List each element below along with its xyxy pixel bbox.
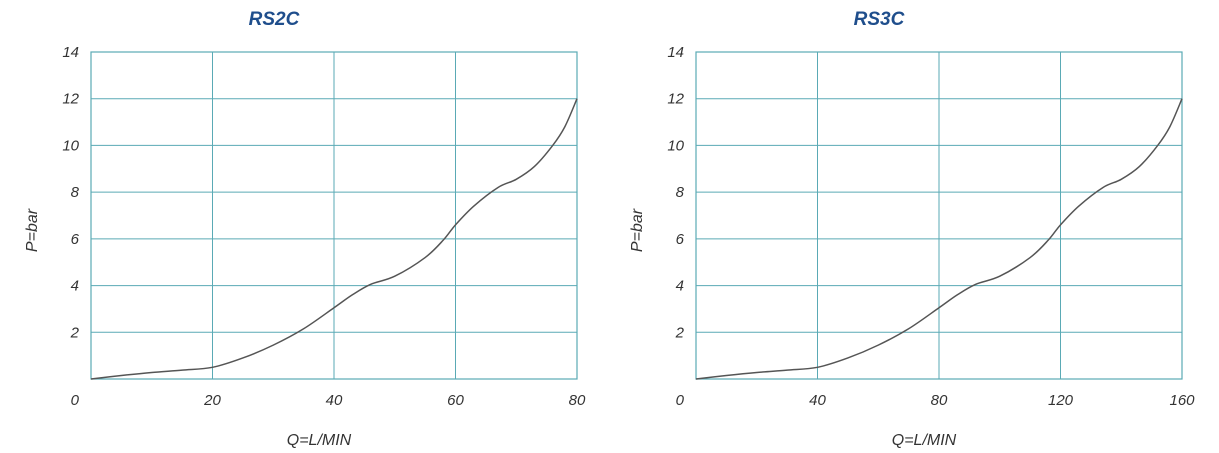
y-tick-label: 10 (62, 137, 79, 154)
y-tick-label: 2 (675, 324, 685, 341)
series-line (90, 98, 578, 380)
y-tick-label: 4 (676, 278, 684, 295)
y-tick-label: 12 (667, 91, 684, 108)
x-tick-label: 40 (326, 392, 343, 409)
y-axis-label: P=bar (24, 208, 41, 252)
y-tick-label: 4 (71, 278, 79, 295)
y-tick-label: 10 (667, 137, 684, 154)
x-tick-label: 20 (203, 392, 221, 409)
series-line (695, 98, 1183, 380)
chart-rs3c: RS3C 2 4 6 8 10 12 14 0 40 80 120 160 Q=L/MIN P=bar (605, 0, 1215, 453)
chart-svg: RS3C 2 4 6 8 10 12 14 0 40 80 120 160 Q=L/MIN P=bar (629, 9, 1195, 449)
y-tick-label: 6 (71, 231, 80, 248)
y-axis-label: P=bar (629, 208, 646, 252)
x-tick-label: 0 (71, 392, 80, 409)
x-axis-label: Q=L/MIN (287, 432, 352, 449)
y-tick-label: 6 (676, 231, 685, 248)
x-tick-label: 80 (569, 392, 586, 409)
chart-rs2c: RS2C 2 4 6 8 10 12 14 0 20 40 60 80 Q=L/MIN P=bar (24, 9, 586, 449)
chart-title: RS3C (854, 9, 905, 30)
chart-title: RS2C (249, 9, 300, 30)
y-tick-label: 14 (667, 44, 684, 61)
x-tick-label: 80 (931, 392, 948, 409)
x-axis-label: Q=L/MIN (892, 432, 957, 449)
y-tick-label: 12 (62, 91, 79, 108)
x-tick-label: 0 (676, 392, 685, 409)
x-tick-label: 160 (1169, 392, 1195, 409)
x-tick-label: 120 (1048, 392, 1074, 409)
y-tick-label: 8 (71, 184, 80, 201)
x-tick-label: 40 (809, 392, 826, 409)
x-tick-label: 60 (447, 392, 464, 409)
y-tick-label: 2 (70, 324, 80, 341)
chart-svg: RS2C 2 4 6 8 10 12 14 0 20 40 60 80 Q=L/MIN P=bar (24, 9, 586, 449)
y-tick-label: 8 (676, 184, 685, 201)
y-tick-label: 14 (62, 44, 79, 61)
